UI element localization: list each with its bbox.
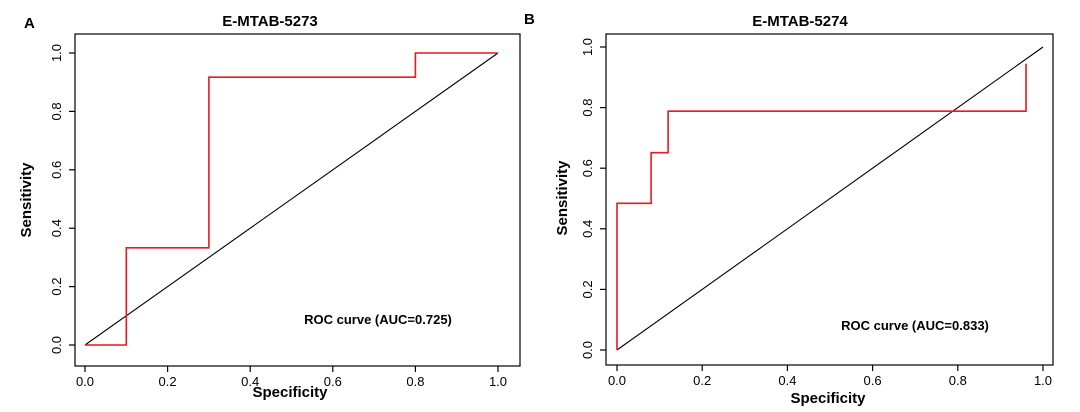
reference-diagonal	[616, 46, 1044, 351]
auc-annotation: ROC curve (AUC=0.725)	[304, 312, 452, 327]
roc-curve	[616, 63, 1027, 350]
y-tick-label: 0.8	[580, 99, 595, 117]
chart-panel-a: A E-MTAB-5273 Sensitivity Specificity RO…	[18, 13, 521, 401]
x-tick-label: 0.2	[159, 374, 177, 389]
chart-title: E-MTAB-5274	[752, 13, 848, 30]
plot-frame	[74, 33, 521, 367]
y-tick-label: 0.6	[49, 161, 64, 179]
x-tick-label: 0.0	[608, 373, 626, 388]
y-axis-label: Sensitivity	[554, 160, 571, 236]
panel-letter: A	[24, 15, 35, 32]
x-tick-label: 0.6	[324, 374, 342, 389]
y-tick-label: 0.6	[580, 159, 595, 177]
y-tick-label: 0.4	[580, 220, 595, 238]
y-tick-label: 0.4	[49, 219, 64, 237]
y-tick-label: 0.2	[580, 280, 595, 298]
roc-curve	[85, 52, 498, 346]
x-axis-label: Specificity	[252, 384, 328, 401]
y-tick-label: 0.0	[580, 341, 595, 359]
x-tick-label: 0.8	[406, 374, 424, 389]
reference-diagonal	[84, 52, 499, 346]
x-tick-label: 0.4	[241, 374, 259, 389]
plot-frame	[605, 33, 1054, 366]
x-tick-label: 1.0	[489, 374, 507, 389]
y-tick-label: 0.0	[49, 336, 64, 354]
x-tick-label: 0.0	[76, 374, 94, 389]
chart-panel-b: B E-MTAB-5274 Sensitivity Specificity RO…	[524, 11, 1054, 407]
x-tick-label: 0.4	[778, 373, 796, 388]
panel-letter: B	[524, 11, 535, 28]
x-tick-label: 1.0	[1034, 373, 1052, 388]
y-tick-label: 1.0	[49, 44, 64, 62]
x-tick-label: 0.2	[693, 373, 711, 388]
chart-title: E-MTAB-5273	[222, 13, 318, 30]
auc-annotation: ROC curve (AUC=0.833)	[841, 318, 989, 333]
x-axis-label: Specificity	[790, 390, 866, 407]
y-axis-label: Sensitivity	[18, 162, 35, 238]
y-tick-label: 0.2	[49, 278, 64, 296]
x-tick-label: 0.8	[949, 373, 967, 388]
y-tick-label: 0.8	[49, 102, 64, 120]
y-tick-label: 1.0	[580, 38, 595, 56]
x-tick-label: 0.6	[864, 373, 882, 388]
